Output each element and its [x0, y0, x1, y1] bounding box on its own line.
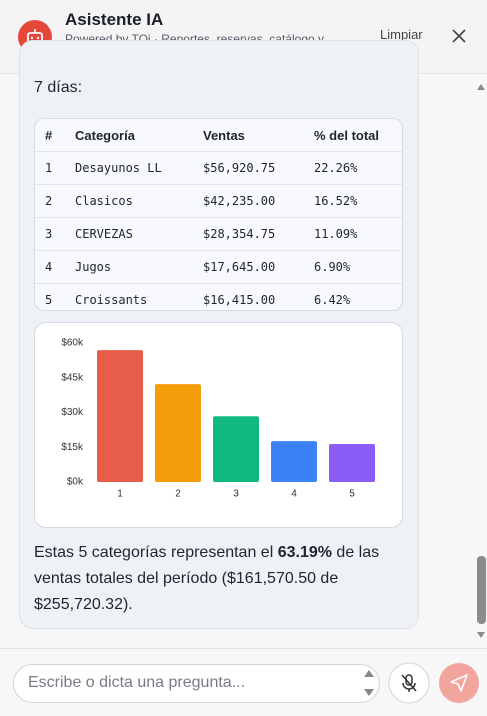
table-row: 2 Clasicos $42,235.00 16.52%: [35, 184, 402, 218]
bar: [271, 441, 317, 482]
table-cell: Jugos: [75, 250, 203, 284]
table-cell: 16.52%: [314, 184, 402, 218]
summary: Estas 5 categorías representan el 63.19%…: [34, 540, 409, 618]
clear-button[interactable]: Limpiar: [380, 27, 423, 42]
message-intro: 7 días:: [34, 79, 83, 96]
table-cell: 4: [35, 250, 75, 284]
y-tick-label: $0k: [67, 477, 84, 488]
table-cell: CERVEZAS: [75, 217, 203, 251]
table-cell: 3: [35, 217, 75, 251]
table-cell: 11.09%: [314, 217, 402, 251]
chart-card: $0k $15k $30k $45k $60k 1 2 3 4 5: [34, 322, 403, 528]
input-placeholder: Escribe o dicta una pregunta...: [28, 674, 246, 691]
table-cell: Croissants: [75, 283, 203, 310]
bar: [329, 443, 375, 482]
y-tick-label: $60k: [61, 338, 84, 349]
input-spinner[interactable]: [362, 666, 376, 700]
y-tick-label: $30k: [61, 407, 84, 418]
column-header: Categoría: [75, 127, 135, 143]
x-tick-label: 1: [117, 489, 123, 500]
table-cell: $56,920.75: [203, 151, 314, 185]
mic-button[interactable]: [388, 662, 430, 704]
table-cell: 6.42%: [314, 283, 402, 310]
table-row: 4 Jugos $17,645.00 6.90%: [35, 250, 402, 284]
table-row: 5 Croissants $16,415.00 6.42%: [35, 283, 402, 310]
close-button[interactable]: [451, 28, 467, 44]
table-cell: $28,354.75: [203, 217, 314, 251]
column-header: Ventas: [203, 127, 245, 143]
y-tick-label: $45k: [61, 372, 84, 383]
table-cell: $16,415.00: [203, 283, 314, 310]
bar: [213, 416, 259, 482]
summary-highlight: 63.19%: [277, 544, 332, 561]
table-cell: $42,235.00: [203, 184, 314, 218]
x-tick-label: 5: [349, 489, 355, 500]
chart: $0k $15k $30k $45k $60k 1 2 3 4 5: [61, 338, 375, 500]
column-header: % del total: [314, 127, 380, 143]
data-table: # Categoría Ventas % del total 1 Desayunos LL…: [34, 118, 403, 311]
table-cell: 1: [35, 151, 75, 185]
table-cell: 2: [35, 184, 75, 218]
table-cell: 6.90%: [314, 250, 402, 284]
header-title: Asistente IA: [65, 10, 164, 29]
table-cell: 22.26%: [314, 151, 402, 185]
table: # Categoría Ventas % del total 1 Desayunos LL…: [35, 119, 402, 310]
table-cell: $17,645.00: [203, 250, 314, 284]
table-row: 3 CERVEZAS $28,354.75 11.09%: [35, 217, 402, 251]
table-cell: 5: [35, 283, 75, 310]
x-tick-label: 4: [291, 489, 297, 500]
column-header: #: [45, 127, 53, 143]
table-cell: Clasicos: [75, 184, 203, 218]
table-row: 1 Desayunos LL $56,920.75 22.26%: [35, 151, 402, 185]
scrollbar[interactable]: [475, 78, 487, 648]
y-tick-label: $15k: [61, 442, 84, 453]
bar: [97, 350, 143, 482]
summary-text: de las ventas totales del período ($161,…: [34, 544, 380, 613]
table-cell: Desayunos LL: [75, 151, 203, 185]
x-tick-label: 2: [175, 489, 181, 500]
send-button[interactable]: [438, 662, 480, 704]
summary-text: Estas 5 categorías representan el: [34, 544, 278, 561]
x-tick-label: 3: [233, 489, 239, 500]
bar: [155, 384, 201, 482]
question-input[interactable]: [13, 664, 380, 703]
